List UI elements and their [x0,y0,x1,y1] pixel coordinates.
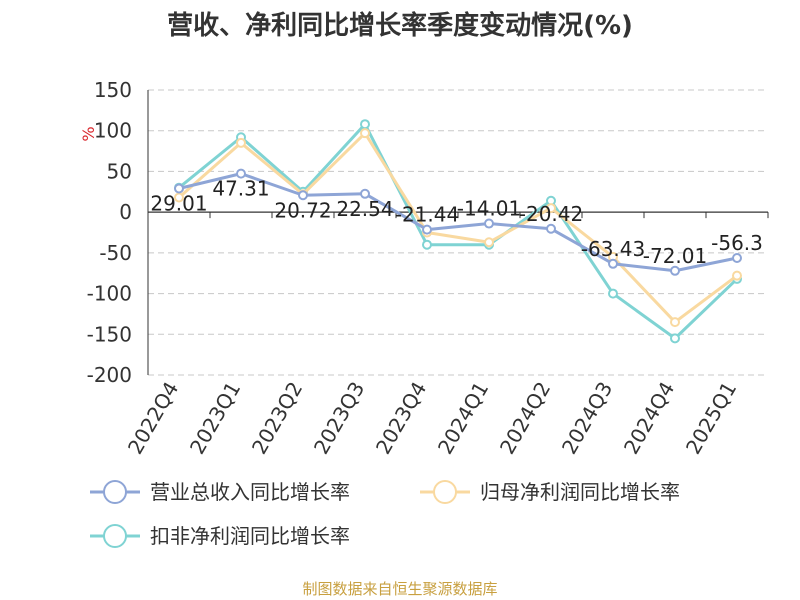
series-point-0 [484,218,494,229]
series-line-2 [178,122,739,340]
x-tick-label: 2024Q1 [433,378,493,459]
y-tick-label: 50 [107,159,132,183]
x-tick-label: 2024Q2 [495,378,555,459]
chart-title: 营收、净利同比增长率季度变动情况(%) [167,10,633,41]
y-tick-label: -200 [87,363,132,387]
y-tick-label: 0 [119,200,132,224]
series-point-1 [360,128,370,139]
legend-swatch-marker [433,480,457,504]
legend-item-1: 归母净利润同比增长率 [420,480,680,504]
series-point-2 [608,288,618,299]
series-point-2 [360,119,370,130]
series-point-1 [546,203,556,214]
legend-label: 扣非净利润同比增长率 [150,524,350,548]
x-tick-label: 2024Q3 [557,378,617,459]
series-point-0 [174,183,184,194]
data-label: -63.43 [581,237,645,261]
series-point-0 [732,252,742,263]
data-label: 22.54 [336,197,393,221]
series-point-0 [422,224,432,235]
x-tick-label: 2023Q1 [185,378,245,459]
y-tick-label: -50 [99,241,132,265]
x-tick-label: 2023Q4 [371,378,431,459]
data-label: 20.72 [274,198,331,222]
data-label: -21.44 [395,203,459,227]
series-point-0 [298,190,308,201]
series-point-0 [608,258,618,269]
series-point-1 [670,317,680,328]
series-point-1 [236,137,246,148]
data-label: -72.01 [643,244,707,268]
x-tick-label: 2023Q2 [247,378,307,459]
series-layer [174,119,742,344]
legend-swatch-marker [103,524,127,548]
data-label: -56.3 [711,231,763,255]
x-tick-label: 2024Q4 [619,378,679,459]
data-label: 47.31 [212,177,269,201]
series-point-0 [546,223,556,234]
x-tick-label: 2023Q3 [309,378,369,459]
y-tick-label: 100 [94,119,132,143]
series-point-2 [422,239,432,250]
legend-item-0: 营业总收入同比增长率 [90,480,350,504]
legend-item-2: 扣非净利润同比增长率 [90,524,350,548]
data-label: 29.01 [150,192,207,216]
legend-label: 营业总收入同比增长率 [150,480,350,504]
source-note: 制图数据来自恒生聚源数据库 [302,580,497,598]
legend-swatch-marker [103,480,127,504]
y-tick-label: 150 [94,78,132,102]
series-point-1 [732,270,742,281]
y-tick-label: -100 [87,282,132,306]
data-label: -20.42 [519,202,583,226]
series-point-0 [236,168,246,179]
series-point-0 [670,265,680,276]
series-point-0 [360,188,370,199]
grid [148,89,768,376]
x-tick-label: 2022Q4 [123,378,183,459]
series-line-1 [178,131,738,324]
series-line-0 [178,172,738,273]
x-tick-label: 2025Q1 [681,378,741,459]
y-tick-label: -150 [87,322,132,346]
y-axis-unit: % [79,126,98,141]
series-point-2 [670,333,680,344]
legend-label: 归母净利润同比增长率 [480,480,680,504]
data-label: -14.01 [457,197,521,221]
series-point-1 [484,237,494,248]
